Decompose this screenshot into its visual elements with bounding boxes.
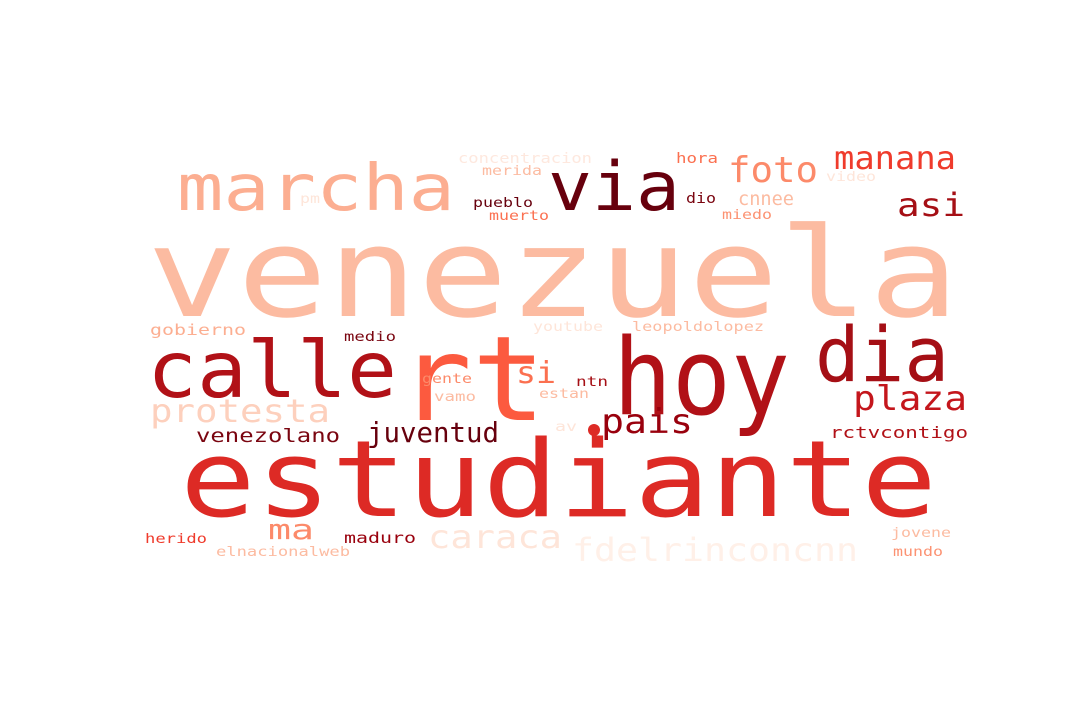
word-plaza: plaza xyxy=(853,379,967,419)
word-fdelrinconcnn: fdelrinconcnn xyxy=(572,531,858,569)
word-dio: dio xyxy=(686,191,716,207)
word-foto: foto xyxy=(728,150,818,191)
word-protesta: protesta xyxy=(150,392,330,430)
word-cnnee: cnnee xyxy=(738,188,794,210)
word-youtube: youtube xyxy=(533,320,603,335)
word-merida: merida xyxy=(482,164,542,179)
word-av: av xyxy=(555,420,577,435)
word-hora: hora xyxy=(676,151,718,167)
word-jovene: jovene xyxy=(891,526,951,541)
word-muerto: muerto xyxy=(489,209,549,224)
word-medio: medio xyxy=(344,330,396,345)
word-gente: gente xyxy=(422,372,472,387)
word-gobierno: gobierno xyxy=(150,321,246,339)
word-mundo: mundo xyxy=(893,545,943,560)
word-leopoldolopez: leopoldolopez xyxy=(632,320,764,335)
word-juventud: juventud xyxy=(367,416,499,449)
word-calle: calle xyxy=(147,326,397,416)
word-pueblo: pueblo xyxy=(473,196,533,211)
word-miedo: miedo xyxy=(722,208,772,223)
word-pais: pais xyxy=(601,402,693,442)
dot-mark xyxy=(588,424,600,436)
word-venezuela: venezuela xyxy=(147,202,959,346)
word-dia: dia xyxy=(815,310,949,399)
word-hoy: hoy xyxy=(613,316,790,439)
word-marcha: marcha xyxy=(177,152,455,226)
word-video: video xyxy=(826,170,876,185)
word-caraca: caraca xyxy=(428,518,562,556)
word-pm: pm xyxy=(300,192,320,207)
word-herido: herido xyxy=(145,532,207,547)
word-concentracion: concentracion xyxy=(458,151,592,167)
word-via: via xyxy=(548,148,680,227)
word-si: si xyxy=(516,356,556,391)
word-estan: estan xyxy=(539,387,589,402)
word-vamo: vamo xyxy=(434,390,476,405)
word-elnacionalweb: elnacionalweb xyxy=(216,545,350,560)
word-venezolano: venezolano xyxy=(196,425,340,447)
word-rctvcontigo: rctvcontigo xyxy=(830,423,968,442)
word-ma: ma xyxy=(268,513,314,546)
word-manana: manana xyxy=(834,139,956,177)
word-maduro: maduro xyxy=(344,529,416,547)
word-rt: rt xyxy=(398,310,546,448)
word-estudiante: estudiante xyxy=(180,418,937,541)
word-ntn: ntn xyxy=(576,375,608,390)
word-asi: asi xyxy=(897,186,965,224)
